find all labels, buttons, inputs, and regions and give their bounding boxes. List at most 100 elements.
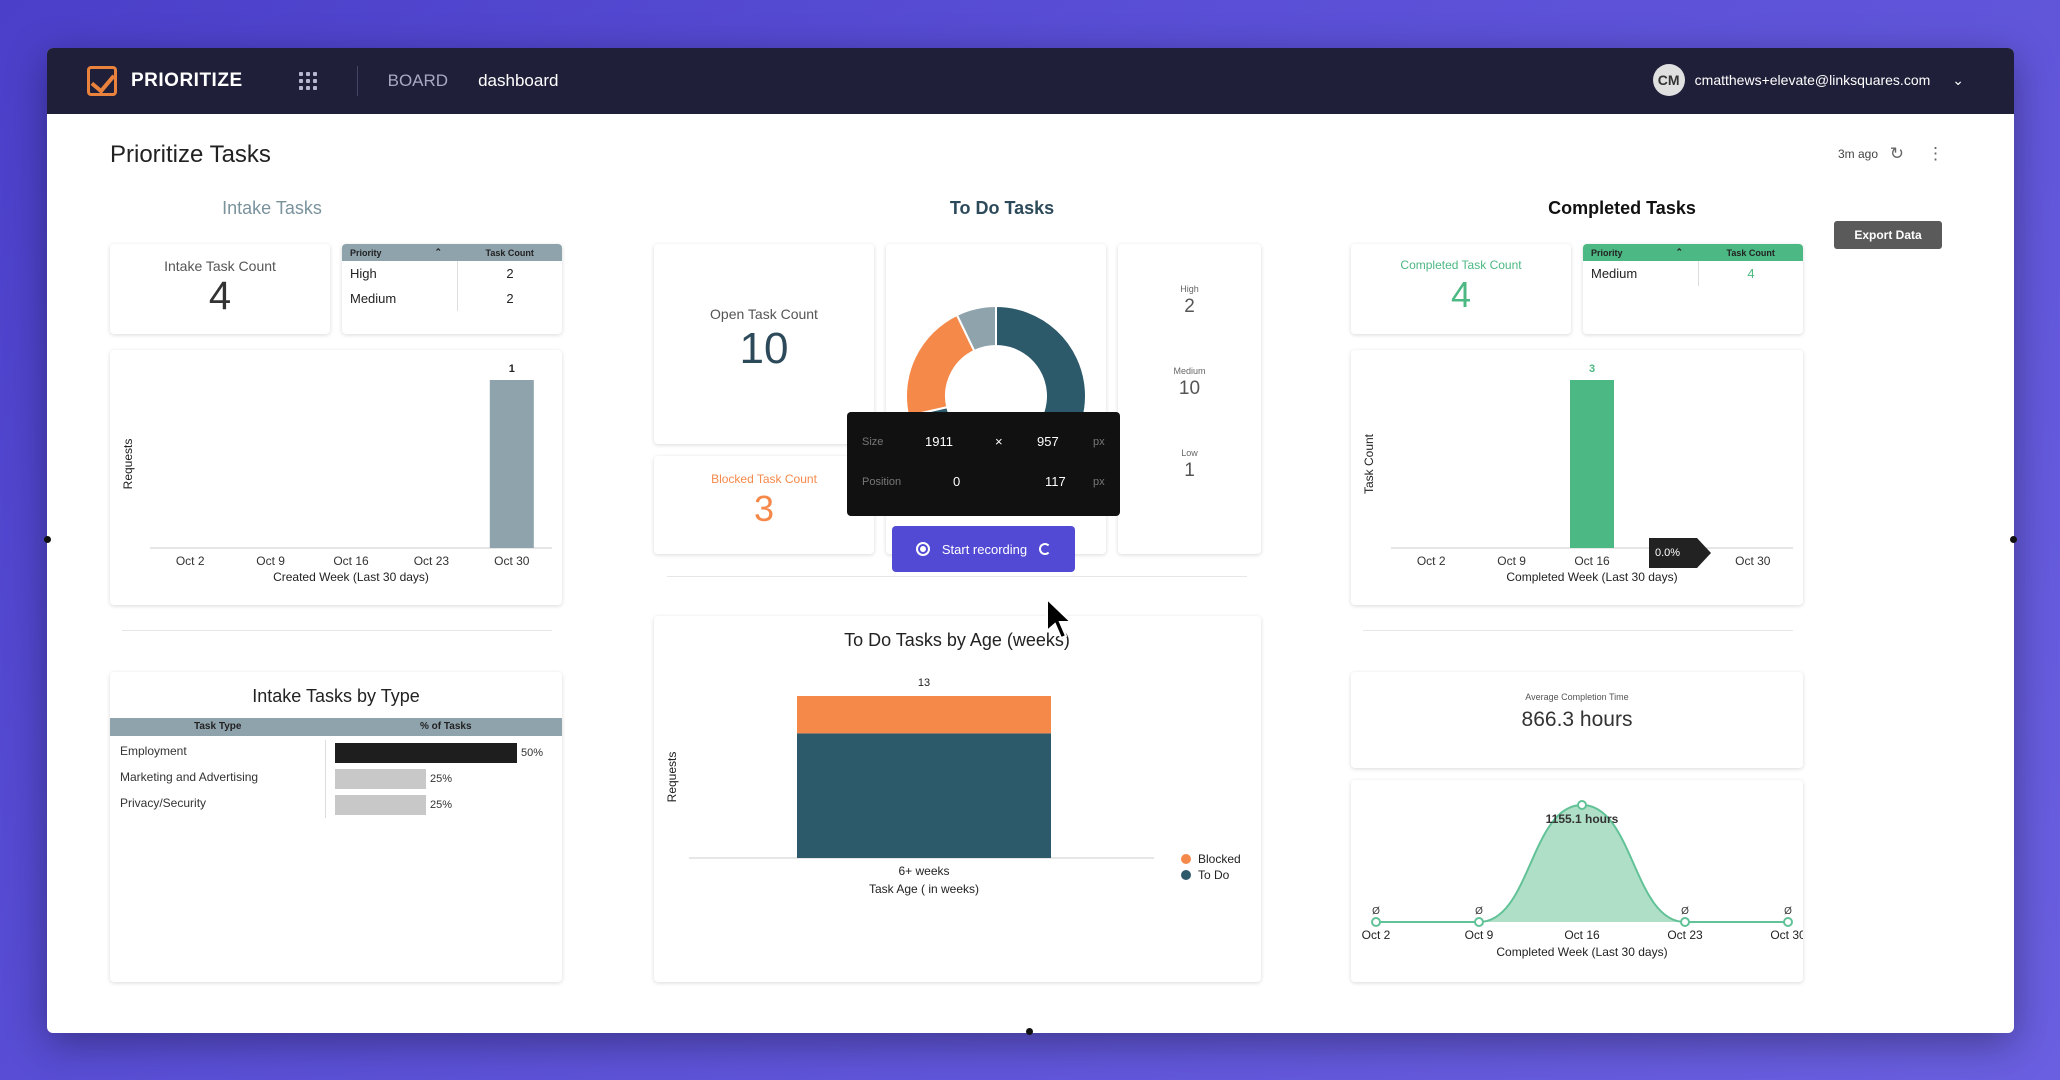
page-title: Prioritize Tasks bbox=[110, 141, 271, 168]
task-type-cell: Privacy/Security bbox=[120, 796, 207, 810]
mouse-cursor-icon bbox=[1046, 597, 1074, 640]
column-divider bbox=[325, 740, 326, 766]
refresh-icon[interactable]: ↻ bbox=[1889, 144, 1904, 163]
data-point bbox=[1474, 917, 1484, 927]
data-point bbox=[1783, 917, 1793, 927]
position-unit: px bbox=[1093, 476, 1105, 488]
user-menu[interactable]: CM cmatthews+elevate@linksquares.com ⌄ bbox=[1652, 64, 1964, 96]
x-tick-label: 6+ weeks bbox=[898, 864, 949, 878]
pct-label: 50% bbox=[521, 747, 544, 759]
priority-header[interactable]: Priority bbox=[350, 247, 382, 258]
pct-bar bbox=[335, 795, 426, 815]
legend-label: To Do bbox=[1198, 868, 1230, 882]
x-tick-label: Oct 2 bbox=[1417, 554, 1446, 568]
chevron-up-icon[interactable]: ⌃ bbox=[1675, 247, 1684, 257]
data-point bbox=[1680, 917, 1690, 927]
position-y[interactable]: 117 bbox=[1045, 474, 1066, 489]
position-x[interactable]: 0 bbox=[953, 474, 961, 489]
user-email[interactable]: cmatthews+elevate@linksquares.com bbox=[1694, 72, 1931, 88]
x-tick-label: Oct 9 bbox=[1465, 928, 1494, 942]
data-label: 1155.1 hours bbox=[1546, 812, 1619, 826]
data-label: Ø bbox=[1681, 906, 1689, 917]
intake-priority-table: Priority ⌃ Task Count High 2 Medium 2 bbox=[342, 244, 562, 334]
nav-dashboard-link[interactable]: dashboard bbox=[478, 71, 559, 90]
top-bar: PRIORITIZE BOARD dashboard CM cmatthews+… bbox=[47, 48, 2014, 114]
completed-count-label: Completed Task Count bbox=[1400, 258, 1522, 272]
y-axis-title: Task Count bbox=[1362, 433, 1376, 494]
x-tick-label: Oct 16 bbox=[1564, 928, 1600, 942]
bar bbox=[489, 380, 534, 548]
x-tick-label: Oct 30 bbox=[494, 554, 530, 568]
pct-label: 25% bbox=[430, 799, 453, 811]
intake-by-type-title: Intake Tasks by Type bbox=[252, 686, 420, 706]
resize-handle-left[interactable] bbox=[44, 536, 51, 543]
data-label: Ø bbox=[1784, 906, 1792, 917]
blocked-count-card: Blocked Task Count 3 bbox=[654, 456, 874, 554]
priority-high-value: 2 bbox=[1184, 296, 1195, 317]
data-label: Ø bbox=[1372, 906, 1380, 917]
priority-medium-value: 10 bbox=[1178, 378, 1201, 399]
open-count-card: Open Task Count 10 bbox=[654, 244, 874, 444]
spinner-icon bbox=[1039, 543, 1052, 555]
data-label: 1 bbox=[509, 363, 515, 375]
chevron-down-icon[interactable]: ⌄ bbox=[1952, 71, 1964, 88]
priority-low-value: 1 bbox=[1184, 460, 1195, 481]
more-options-icon[interactable]: ⋮ bbox=[1927, 144, 1944, 163]
export-data-button[interactable]: Export Data bbox=[1834, 221, 1942, 249]
chart-title: To Do Tasks by Age (weeks) bbox=[844, 630, 1070, 650]
open-count-value: 10 bbox=[739, 324, 789, 373]
intake-by-type-card: Intake Tasks by Type Task Type % of Task… bbox=[110, 672, 562, 982]
count-cell: 4 bbox=[1697, 261, 1803, 286]
table-row: Marketing and Advertising 25% bbox=[110, 766, 562, 792]
data-label: Ø bbox=[1475, 906, 1483, 917]
chevron-up-icon[interactable]: ⌃ bbox=[434, 247, 443, 257]
todo-age-card: To Do Tasks by Age (weeks) 13 6+ weeks Task… bbox=[654, 616, 1261, 982]
resize-handle-right[interactable] bbox=[2010, 536, 2017, 543]
priority-header[interactable]: Priority bbox=[1591, 247, 1623, 258]
todo-priority-card: High 2 Medium 10 Low 1 bbox=[1118, 244, 1261, 554]
resize-handle-bottom[interactable] bbox=[1026, 1028, 1033, 1035]
data-label: 3 bbox=[1589, 363, 1595, 375]
legend-label: Blocked bbox=[1198, 852, 1241, 866]
area-fill bbox=[1376, 805, 1788, 922]
priority-cell: Medium bbox=[1591, 266, 1638, 281]
task-type-header[interactable]: Task Type bbox=[194, 721, 242, 732]
size-width[interactable]: 1911 bbox=[925, 434, 953, 449]
last-updated: 3m ago bbox=[1837, 147, 1878, 161]
start-recording-button[interactable]: Start recording bbox=[892, 526, 1075, 572]
open-count-label: Open Task Count bbox=[710, 306, 818, 322]
task-count-header[interactable]: Task Count bbox=[1726, 247, 1775, 258]
x-tick-label: Oct 9 bbox=[1497, 554, 1526, 568]
count-cell: 2 bbox=[456, 261, 562, 286]
divider bbox=[667, 576, 1247, 577]
column-divider bbox=[325, 792, 326, 818]
x-axis-title: Completed Week (Last 30 days) bbox=[1496, 945, 1667, 959]
size-height[interactable]: 957 bbox=[1037, 434, 1059, 449]
priority-medium-label: Medium bbox=[1173, 366, 1206, 376]
completed-priority-table: Priority ⌃ Task Count Medium 4 bbox=[1583, 244, 1803, 334]
size-unit: px bbox=[1093, 436, 1105, 448]
x-tick-label: Oct 16 bbox=[333, 554, 369, 568]
completed-count-value: 4 bbox=[1450, 274, 1472, 315]
table-row: Medium 4 bbox=[1583, 261, 1803, 286]
nav-divider bbox=[356, 66, 358, 96]
avatar[interactable]: CM bbox=[1652, 64, 1685, 96]
nav-board-link[interactable]: BOARD bbox=[387, 71, 449, 90]
app-name: PRIORITIZE bbox=[131, 70, 243, 91]
intake-count-card: Intake Task Count 4 bbox=[110, 244, 330, 334]
priority-low-label: Low bbox=[1181, 448, 1198, 458]
pct-bar bbox=[335, 743, 517, 763]
blocked-count-value: 3 bbox=[753, 488, 775, 529]
task-count-header[interactable]: Task Count bbox=[485, 247, 534, 258]
stacked-bar-segment bbox=[797, 696, 1051, 734]
priority-cell: Medium bbox=[350, 291, 397, 306]
pct-label: 25% bbox=[430, 773, 453, 785]
app-logo[interactable]: PRIORITIZE bbox=[87, 66, 243, 96]
pct-tasks-header[interactable]: % of Tasks bbox=[420, 721, 472, 732]
legend-marker bbox=[1181, 854, 1191, 864]
apps-grid-icon[interactable] bbox=[298, 72, 317, 90]
size-times: × bbox=[995, 434, 1003, 449]
legend-marker bbox=[1181, 870, 1191, 880]
intake-section-title: Intake Tasks bbox=[222, 198, 322, 218]
